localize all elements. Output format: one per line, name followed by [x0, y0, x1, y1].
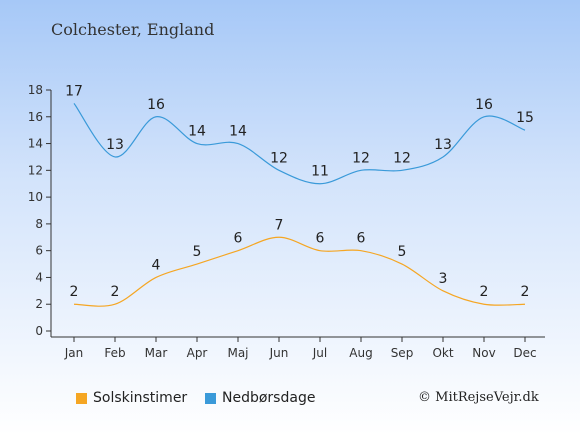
- x-tick-label: Sep: [391, 346, 414, 360]
- x-tick-label: Nov: [472, 346, 495, 360]
- y-tick-label: 10: [28, 190, 43, 204]
- data-label-rain: 16: [475, 97, 493, 113]
- data-label-rain: 14: [229, 124, 247, 140]
- y-tick-label: 18: [28, 83, 43, 97]
- x-tick-label: Jul: [312, 346, 327, 360]
- data-label-sunshine: 6: [234, 231, 243, 247]
- legend-item-rain: Nedbørsdage: [205, 390, 315, 406]
- data-label-sunshine: 6: [316, 231, 325, 247]
- y-tick-label: 2: [35, 297, 43, 311]
- x-tick-label: Mar: [145, 346, 168, 360]
- data-label-sunshine: 2: [480, 284, 489, 300]
- data-label-rain: 13: [106, 137, 124, 153]
- y-tick-label: 6: [35, 244, 43, 258]
- location-title: Colchester, England: [51, 20, 215, 39]
- legend-item-sunshine: Solskinstimer: [76, 390, 187, 406]
- x-tick-label: Jun: [269, 346, 289, 360]
- data-label-rain: 14: [188, 124, 206, 140]
- x-tick-label: Feb: [104, 346, 125, 360]
- copyright: © MitRejseVejr.dk: [418, 390, 539, 405]
- data-label-rain: 11: [311, 164, 329, 180]
- data-label-rain: 16: [147, 97, 165, 113]
- data-label-rain: 13: [434, 137, 452, 153]
- data-label-rain: 12: [352, 150, 370, 166]
- y-tick-label: 14: [28, 137, 43, 151]
- data-label-rain: 17: [65, 83, 83, 99]
- x-tick-label: Dec: [513, 346, 536, 360]
- x-tick-label: Okt: [432, 346, 453, 360]
- data-label-sunshine: 3: [439, 271, 448, 287]
- series-line-sunshine: [73, 236, 526, 307]
- y-tick-label: 4: [35, 270, 43, 284]
- legend-label-sunshine: Solskinstimer: [93, 390, 188, 406]
- data-label-sunshine: 4: [152, 257, 161, 273]
- x-tick-label: Apr: [187, 346, 208, 360]
- series-line-rain: [73, 103, 526, 185]
- data-label-sunshine: 5: [193, 244, 202, 260]
- legend-swatch-sunshine: [76, 392, 87, 404]
- data-label-rain: 15: [516, 110, 534, 126]
- legend-swatch-rain: [205, 392, 216, 404]
- legend-label-rain: Nedbørsdage: [222, 390, 316, 406]
- data-label-rain: 12: [393, 150, 411, 166]
- x-tick-label: Maj: [227, 346, 248, 360]
- data-label-sunshine: 7: [275, 217, 284, 233]
- data-label-sunshine: 2: [70, 284, 79, 300]
- data-label-sunshine: 2: [521, 284, 530, 300]
- x-tick-label: Jan: [64, 346, 84, 360]
- y-tick-label: 8: [35, 217, 43, 231]
- y-tick-label: 0: [35, 324, 43, 338]
- data-label-sunshine: 6: [357, 231, 366, 247]
- data-label-sunshine: 5: [398, 244, 407, 260]
- y-tick-label: 12: [28, 163, 43, 177]
- data-label-sunshine: 2: [111, 284, 120, 300]
- data-label-rain: 12: [270, 150, 288, 166]
- x-tick-label: Aug: [349, 346, 372, 360]
- y-tick-label: 16: [28, 110, 43, 124]
